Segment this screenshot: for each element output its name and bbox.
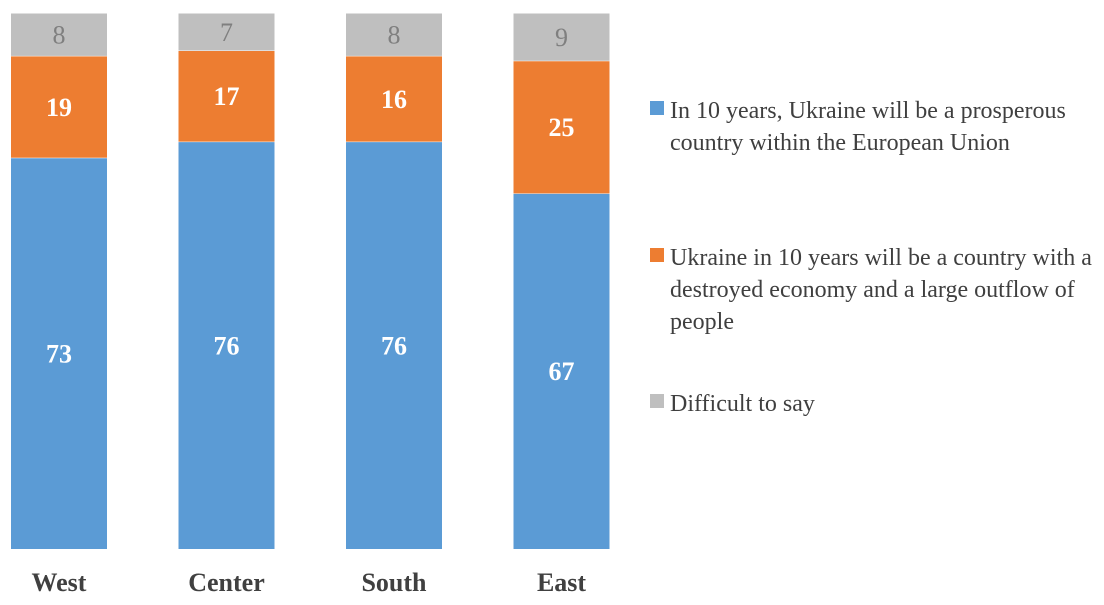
data-label-south-series-2: 8: [388, 20, 401, 49]
bar-west-series-1: [11, 55, 107, 158]
chart-area: 73 19 8 West 76 17 7 Center 76 16 8 South 67 25 9 East: [11, 12, 610, 597]
bar-south-series-0: [346, 141, 442, 549]
legend-swatch-destroyed-economy: [650, 248, 664, 262]
category-label-center: Center: [188, 568, 265, 597]
bar-center-series-1: [178, 50, 275, 142]
data-label-center-series-1: 17: [214, 82, 240, 111]
legend-label-difficult-to-say: Difficult to say: [670, 391, 815, 417]
legend-item-difficult-to-say: Difficult to say: [650, 388, 1104, 420]
legend-label-prosperous-eu: In 10 years, Ukraine will be a prosperou…: [670, 98, 1066, 156]
legend-swatch-prosperous-eu: [650, 101, 664, 115]
bar-east-series-1: [513, 60, 610, 194]
bar-south-series-1: [346, 55, 442, 142]
legend-item-destroyed-economy: Ukraine in 10 years will be a country wi…: [650, 242, 1104, 338]
stacked-bar-chart: 73 19 8 West 76 17 7 Center 76 16 8 South 67 25 9 East: [11, 12, 610, 597]
data-label-west-series-2: 8: [53, 20, 66, 49]
legend-label-destroyed-economy: Ukraine in 10 years will be a country wi…: [670, 245, 1092, 335]
data-label-south-series-0: 76: [381, 331, 407, 360]
data-label-east-series-0: 67: [549, 357, 575, 386]
data-label-west-series-1: 19: [46, 93, 72, 122]
legend-item-prosperous-eu: In 10 years, Ukraine will be a prosperou…: [650, 95, 1104, 159]
data-label-west-series-0: 73: [46, 339, 72, 368]
bar-south-series-2: [346, 13, 442, 56]
bar-center-series-0: [178, 141, 275, 549]
data-label-east-series-1: 25: [549, 113, 575, 142]
category-label-south: South: [361, 568, 427, 597]
data-label-center-series-2: 7: [220, 18, 233, 47]
bar-west-series-2: [11, 13, 107, 56]
bar-east-series-0: [513, 193, 610, 549]
category-label-west: West: [32, 568, 87, 597]
bar-east-series-2: [513, 13, 610, 61]
bar-west-series-0: [11, 157, 107, 549]
data-label-south-series-1: 16: [381, 85, 407, 114]
bar-center-series-2: [178, 13, 275, 51]
data-label-east-series-2: 9: [555, 23, 568, 52]
category-label-east: East: [537, 568, 586, 597]
data-label-center-series-0: 76: [214, 331, 240, 360]
legend: In 10 years, Ukraine will be a prosperou…: [650, 0, 1104, 605]
legend-swatch-difficult-to-say: [650, 394, 664, 408]
